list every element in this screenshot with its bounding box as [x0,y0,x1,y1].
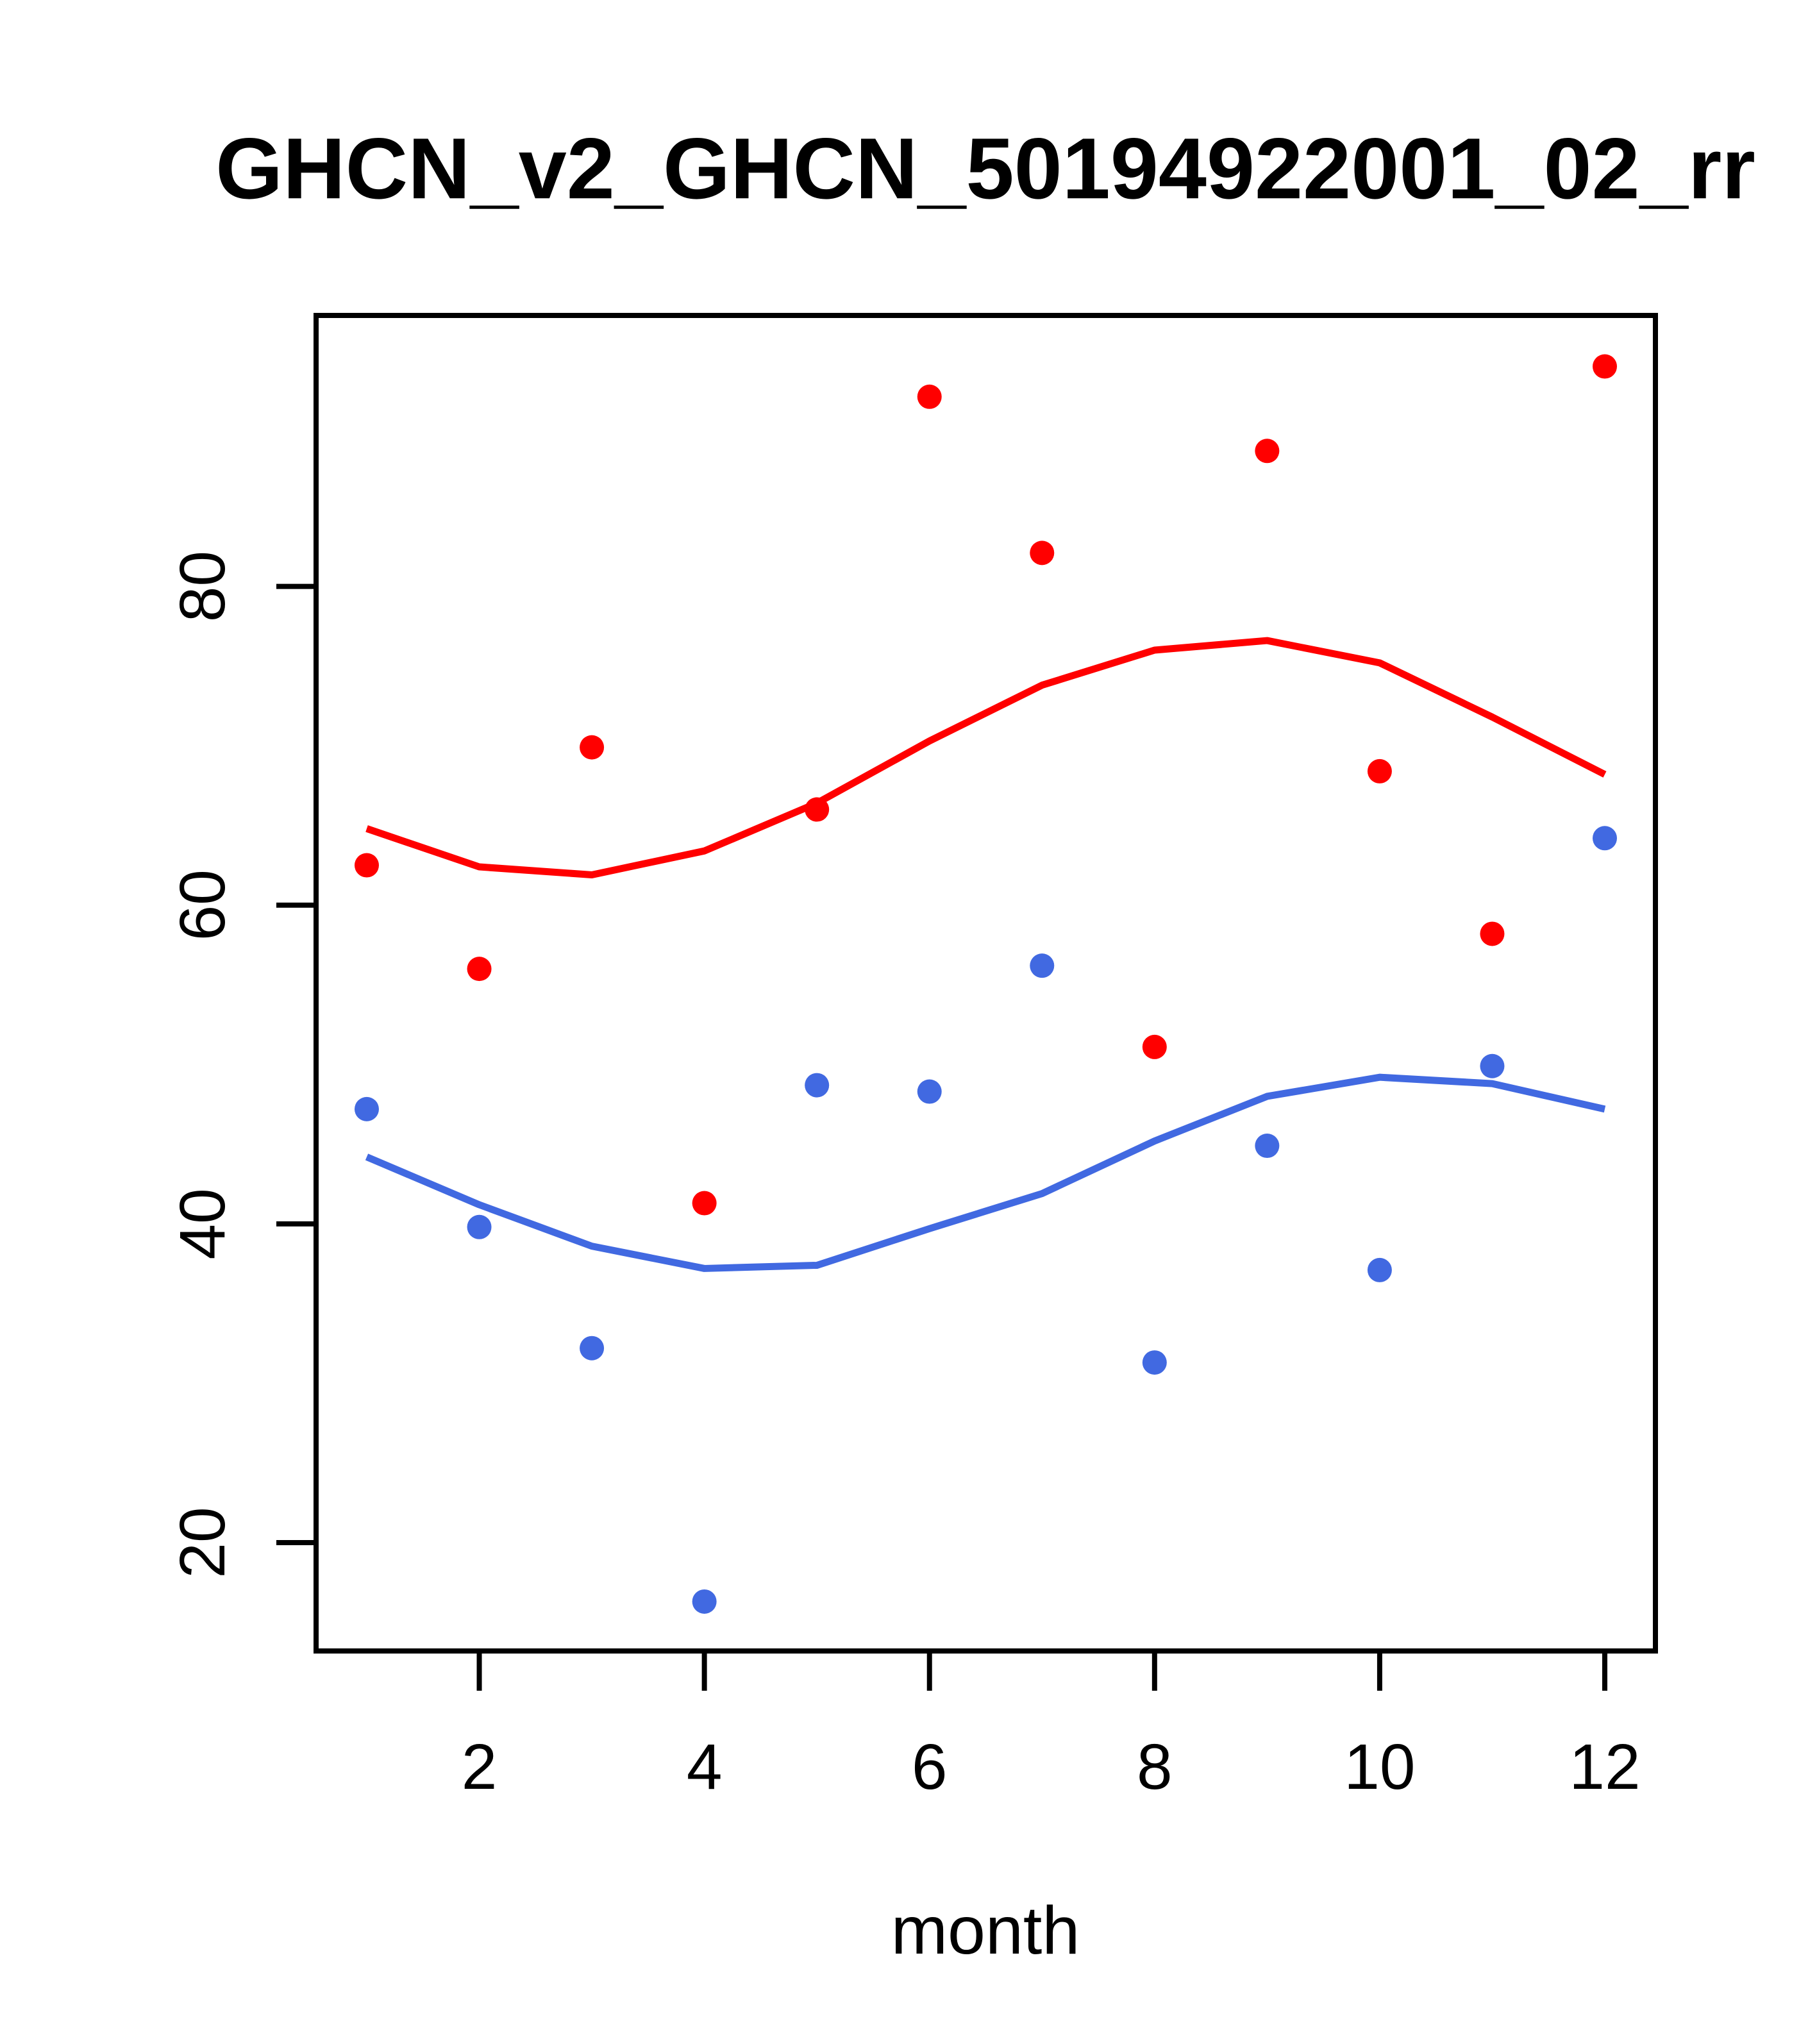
red-points-point-8 [1142,1034,1167,1059]
x-tick-label-2: 2 [462,1731,498,1803]
blue-points-point-7 [1030,953,1055,978]
blue-points-point-4 [692,1589,717,1614]
y-tick-label-20: 20 [167,1507,239,1578]
blue-points-point-9 [1255,1134,1280,1159]
y-tick-label-80: 80 [167,551,239,622]
blue-points-point-2 [467,1214,492,1239]
y-tick-label-40: 40 [167,1188,239,1259]
red-points-point-2 [467,957,492,982]
x-tick-label-12: 12 [1569,1731,1640,1803]
red-points-point-6 [917,384,942,409]
red-smooth-line [365,637,1607,878]
x-tick-label-6: 6 [912,1731,948,1803]
blue-points-point-12 [1593,826,1618,851]
red-points-point-12 [1593,354,1618,379]
blue-points-point-8 [1142,1350,1167,1375]
blue-points [354,826,1618,1614]
red-points-point-9 [1255,439,1280,464]
red-points-point-3 [580,735,605,760]
red-points-point-1 [354,853,379,878]
chart-title: GHCN_v2_GHCN_50194922001_02_rr [215,120,1755,217]
red-points-point-4 [692,1191,717,1216]
chart-series [354,354,1618,1614]
x-axis-ticks: 2 4 6 8 10 12 [462,1651,1641,1803]
y-axis-ticks: 20 40 60 80 [167,551,316,1579]
x-tick-label-4: 4 [687,1731,723,1803]
plot-box [314,313,1658,1654]
blue-points-point-1 [354,1096,379,1121]
red-points-point-10 [1367,758,1392,783]
blue-points-point-5 [805,1073,830,1098]
x-axis-label: month [891,1893,1080,1968]
blue-points-point-3 [580,1336,605,1361]
y-tick-label-60: 60 [167,869,239,941]
x-tick-label-10: 10 [1344,1731,1415,1803]
blue-points-point-11 [1480,1053,1505,1078]
blue-points-point-10 [1367,1257,1392,1282]
blue-points-point-6 [917,1079,942,1104]
x-tick-label-8: 8 [1137,1731,1173,1803]
red-points-point-11 [1480,921,1505,946]
red-points [354,354,1618,1216]
red-points-point-7 [1030,540,1055,565]
blue-smooth-line [365,1073,1606,1272]
